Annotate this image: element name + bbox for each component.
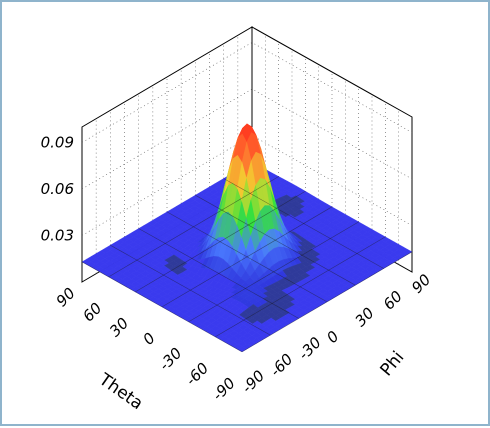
- y-axis-label: Phi: [377, 348, 409, 381]
- surface-grid-line: [81, 261, 243, 353]
- z-tick-label: 0.06: [41, 180, 74, 198]
- z-tick-label: 0.03: [41, 227, 74, 245]
- x-tick-label: 90: [53, 284, 79, 310]
- y-tick-label: 30: [351, 304, 377, 330]
- surface-grid-line: [110, 244, 271, 336]
- x-tick-label: -60: [182, 359, 212, 389]
- surface-mesh: [81, 123, 413, 353]
- x-axis-label: Theta: [94, 369, 146, 414]
- y-tick-label: -30: [295, 333, 325, 363]
- y-tick-label: 90: [408, 271, 434, 297]
- y-tick-label: -60: [266, 350, 296, 380]
- x-tick-label: -90: [209, 374, 239, 404]
- y-tick-label: 60: [380, 287, 406, 313]
- z-tick-label: 0.09: [41, 134, 74, 152]
- x-tick-label: 0: [139, 329, 158, 348]
- x-tick-label: 60: [79, 299, 105, 325]
- y-tick-label: 0: [323, 327, 342, 346]
- x-tick-label: -30: [155, 344, 185, 374]
- x-tick-label: 30: [106, 314, 132, 340]
- surface-grid-line: [241, 251, 413, 353]
- y-tick-label: -90: [238, 367, 268, 397]
